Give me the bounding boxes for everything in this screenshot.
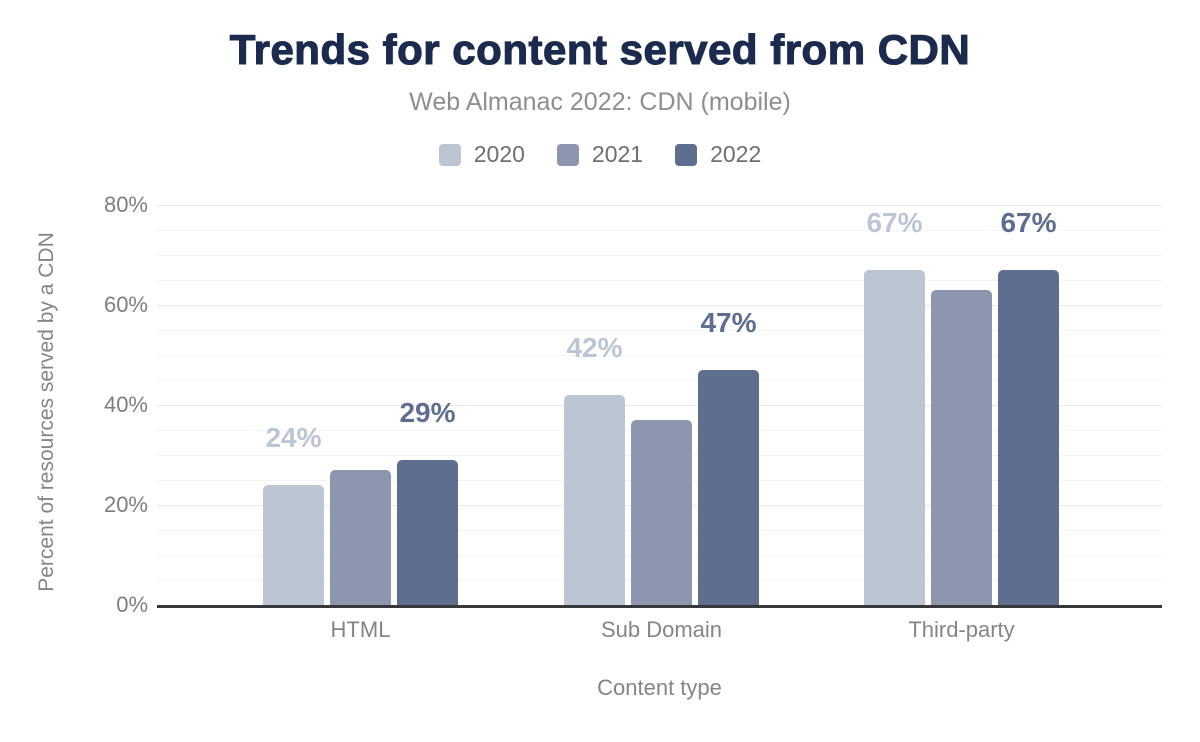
legend-label: 2022 [710,141,762,167]
bar-label-2022-sub-domain: 47% [700,307,757,338]
legend-swatch-icon [438,143,461,166]
legend-item-2021[interactable]: 2021 [556,141,644,168]
x-tick-label-sub-domain: Sub Domain [600,617,723,642]
y-tick-label-20: 20% [103,492,148,517]
chart-title: Trends for content served from CDN [229,25,971,73]
bar-label-2020-third-party: 67% [866,207,923,238]
gridline-55 [157,330,1162,331]
bar-label-2020-html: 24% [265,422,322,453]
bar-2020-sub-domain[interactable] [564,395,625,605]
gridline-40 [157,405,1162,406]
y-tick-label-40: 40% [103,392,148,417]
legend-label: 2021 [591,141,644,167]
legend-item-2020[interactable]: 2020 [438,141,525,168]
gridline-60 [157,305,1162,306]
bar-label-2020-sub-domain: 42% [566,332,623,363]
legend-item-2022[interactable]: 2022 [675,141,761,168]
legend: 2020 2021 2022 [0,141,1200,168]
bar-2021-sub-domain[interactable] [631,420,692,605]
y-axis-title: Percent of resources served by a CDN [35,232,58,592]
bar-2022-third-party[interactable] [998,270,1059,605]
gridline-65 [157,280,1162,281]
bar-2022-sub-domain[interactable] [698,370,759,605]
y-tick-label-80: 80% [103,192,148,217]
bar-2020-third-party[interactable] [864,270,925,605]
bar-2021-third-party[interactable] [931,290,992,605]
x-tick-label-third-party: Third-party [908,617,1015,642]
x-axis-line [157,605,1162,608]
chart-subtitle: Web Almanac 2022: CDN (mobile) [409,88,791,116]
bar-label-2022-html: 29% [399,397,456,428]
x-tick-label-html: HTML [330,617,391,642]
gridline-45 [157,380,1162,381]
x-axis-title: Content type [597,675,722,700]
bar-2020-html[interactable] [263,485,324,605]
y-tick-label-60: 60% [103,292,148,317]
gridline-50 [157,355,1162,356]
gridline-75 [157,230,1162,231]
gridline-80 [157,205,1162,206]
legend-swatch-icon [556,143,579,166]
legend-swatch-icon [675,143,698,166]
bar-2022-html[interactable] [397,460,458,605]
y-tick-label-0: 0% [116,592,148,617]
bar-label-2022-third-party: 67% [1000,207,1057,238]
gridline-70 [157,255,1162,256]
legend-label: 2020 [473,141,525,167]
bar-2021-html[interactable] [330,470,391,605]
